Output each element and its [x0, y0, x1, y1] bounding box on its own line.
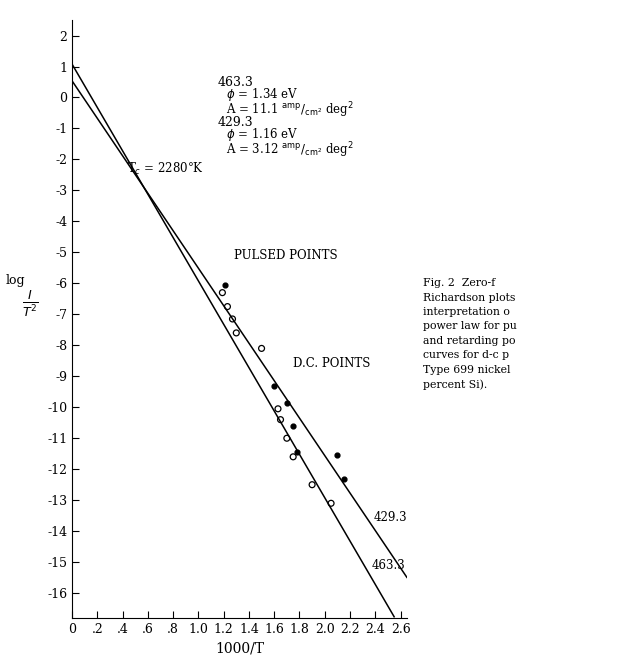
- Point: [307, 480, 317, 490]
- Text: $\frac{I}{T^2}$: $\frac{I}{T^2}$: [22, 289, 38, 319]
- X-axis label: 1000/T: 1000/T: [215, 641, 264, 655]
- Point: [257, 343, 267, 354]
- Text: log: log: [6, 274, 26, 287]
- Point: [282, 433, 292, 444]
- Point: [326, 498, 336, 508]
- Text: A = 11.1 $\mathsf{^{amp}/_{cm^2}}$ deg$\mathsf{^2}$: A = 11.1 $\mathsf{^{amp}/_{cm^2}}$ deg$\…: [226, 100, 354, 120]
- Point: [339, 473, 349, 484]
- Text: 429.3: 429.3: [374, 511, 408, 524]
- Text: PULSED POINTS: PULSED POINTS: [233, 248, 337, 262]
- Point: [222, 301, 232, 312]
- Point: [288, 420, 298, 431]
- Point: [288, 452, 298, 462]
- Point: [332, 450, 342, 461]
- Text: T$_c$ = 2280°K: T$_c$ = 2280°K: [127, 161, 204, 177]
- Point: [220, 279, 230, 290]
- Text: $\phi$ = 1.16 eV: $\phi$ = 1.16 eV: [226, 126, 299, 143]
- Point: [292, 447, 302, 458]
- Text: 463.3: 463.3: [371, 558, 405, 572]
- Text: D.C. POINTS: D.C. POINTS: [293, 357, 371, 370]
- Point: [231, 327, 241, 338]
- Text: 463.3: 463.3: [217, 75, 253, 89]
- Text: $\phi$ = 1.34 eV: $\phi$ = 1.34 eV: [226, 86, 299, 103]
- Text: Fig. 2  Zero-f
Richardson plots
interpretation o
power law for pu
and retarding : Fig. 2 Zero-f Richardson plots interpret…: [423, 278, 516, 390]
- Point: [217, 287, 227, 298]
- Point: [282, 397, 292, 408]
- Text: 429.3: 429.3: [217, 116, 253, 129]
- Point: [273, 403, 283, 414]
- Point: [227, 314, 237, 325]
- Point: [269, 380, 279, 391]
- Text: A = 3.12 $\mathsf{^{amp}/_{cm^2}}$ deg$\mathsf{^2}$: A = 3.12 $\mathsf{^{amp}/_{cm^2}}$ deg$\…: [226, 140, 354, 160]
- Point: [275, 414, 285, 425]
